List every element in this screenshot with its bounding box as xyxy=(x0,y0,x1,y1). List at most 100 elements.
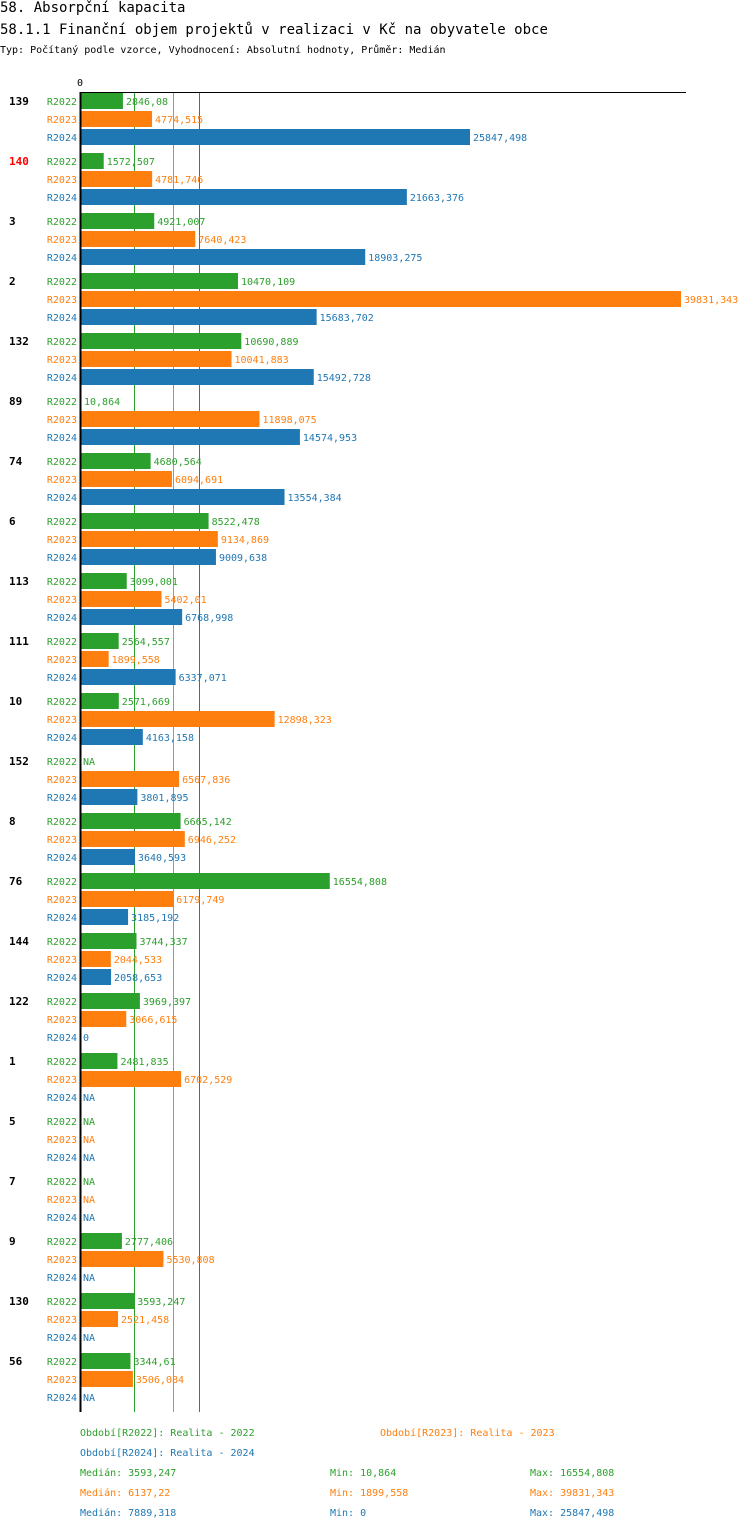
series-label: R2024 xyxy=(47,673,77,684)
bar-r2023 xyxy=(80,231,196,247)
category-label: 113 xyxy=(9,575,29,588)
data-label: 21663,376 xyxy=(410,193,464,204)
x-tick-label: 0 xyxy=(77,78,83,89)
series-label: R2024 xyxy=(47,613,77,624)
series-label: R2024 xyxy=(47,553,77,564)
data-label: NA xyxy=(83,1177,95,1188)
stat-max-r2024: Max: 25847,498 xyxy=(530,1508,615,1519)
series-label: R2023 xyxy=(47,1015,77,1026)
data-label: 11898,075 xyxy=(263,415,317,426)
series-label: R2024 xyxy=(47,133,77,144)
series-label: R2022 xyxy=(47,577,77,588)
data-label: 3593,247 xyxy=(137,1297,185,1308)
series-label: R2023 xyxy=(47,1075,77,1086)
data-label: 6768,998 xyxy=(185,613,233,624)
category-label: 9 xyxy=(9,1235,16,1248)
series-label: R2023 xyxy=(47,415,77,426)
bar-r2024 xyxy=(80,609,183,625)
stat-median-r2023: Medián: 6137,22 xyxy=(80,1488,171,1499)
bar-r2023 xyxy=(80,471,172,487)
data-label: 6567,836 xyxy=(182,775,230,786)
bar-r2023 xyxy=(80,531,218,547)
data-label: 5402,01 xyxy=(165,595,207,606)
bar-r2023 xyxy=(80,1311,119,1327)
data-label: 6665,142 xyxy=(184,817,232,828)
bar-r2024 xyxy=(80,309,317,325)
series-label: R2023 xyxy=(47,595,77,606)
bar-r2022 xyxy=(80,633,119,649)
bar-r2023 xyxy=(80,111,153,127)
data-label: NA xyxy=(83,1333,95,1344)
series-label: R2024 xyxy=(47,313,77,324)
series-label: R2022 xyxy=(47,1117,77,1128)
bar-r2024 xyxy=(80,729,143,745)
series-label: R2022 xyxy=(47,1057,77,1068)
series-label: R2024 xyxy=(47,853,77,864)
data-label: 16554,808 xyxy=(333,877,387,888)
data-label: 3801,895 xyxy=(140,793,188,804)
series-label: R2024 xyxy=(47,973,77,984)
data-label: 13554,384 xyxy=(288,493,342,504)
data-label: 1572,507 xyxy=(107,157,155,168)
category-label: 139 xyxy=(9,95,29,108)
bar-r2023 xyxy=(80,1371,133,1387)
bar-r2023 xyxy=(80,291,681,307)
category-label: 111 xyxy=(9,635,29,648)
data-label: 6702,529 xyxy=(184,1075,232,1086)
series-label: R2022 xyxy=(47,217,77,228)
series-label: R2023 xyxy=(47,655,77,666)
data-label: 2481,835 xyxy=(120,1057,168,1068)
data-label: 5530,808 xyxy=(166,1255,214,1266)
bar-r2022 xyxy=(80,453,151,469)
data-label: 3344,61 xyxy=(133,1357,175,1368)
category-label: 76 xyxy=(9,875,23,888)
data-label: NA xyxy=(83,1153,95,1164)
data-label: 3744,337 xyxy=(139,937,187,948)
data-label: 15683,702 xyxy=(320,313,374,324)
bar-r2024 xyxy=(80,849,135,865)
data-label: 2058,653 xyxy=(114,973,162,984)
series-label: R2022 xyxy=(47,1237,77,1248)
bar-r2024 xyxy=(80,669,176,685)
series-label: R2023 xyxy=(47,475,77,486)
legend-r2022: Období[R2022]: Realita - 2022 xyxy=(80,1428,255,1439)
series-label: R2023 xyxy=(47,535,77,546)
data-label: 10690,889 xyxy=(244,337,298,348)
series-label: R2023 xyxy=(47,295,77,306)
series-label: R2022 xyxy=(47,97,77,108)
legend-r2023: Období[R2023]: Realita - 2023 xyxy=(380,1428,555,1439)
data-label: NA xyxy=(83,1393,95,1404)
data-label: 12898,323 xyxy=(278,715,332,726)
chart-title: 58. Absorpční kapacita xyxy=(0,0,186,16)
series-label: R2022 xyxy=(47,997,77,1008)
legend-r2024: Období[R2024]: Realita - 2024 xyxy=(80,1448,255,1459)
category-label: 3 xyxy=(9,215,16,228)
series-label: R2023 xyxy=(47,955,77,966)
series-label: R2022 xyxy=(47,817,77,828)
bar-r2023 xyxy=(80,351,232,367)
category-label: 7 xyxy=(9,1175,16,1188)
category-label: 89 xyxy=(9,395,22,408)
bar-r2023 xyxy=(80,1251,164,1267)
series-label: R2024 xyxy=(47,433,77,444)
category-label: 132 xyxy=(9,335,29,348)
data-label: 6094,691 xyxy=(175,475,223,486)
stat-median-r2022: Medián: 3593,247 xyxy=(80,1468,177,1479)
series-label: R2024 xyxy=(47,793,77,804)
bar-r2022 xyxy=(80,1353,131,1369)
category-label: 10 xyxy=(9,695,22,708)
series-label: R2022 xyxy=(47,637,77,648)
data-label: 2044,533 xyxy=(114,955,162,966)
series-label: R2024 xyxy=(47,253,77,264)
stat-median-r2024: Medián: 7889,318 xyxy=(80,1508,177,1519)
category-label: 8 xyxy=(9,815,16,828)
bar-r2024 xyxy=(80,189,407,205)
series-label: R2023 xyxy=(47,895,77,906)
series-label: R2024 xyxy=(47,1093,77,1104)
series-label: R2024 xyxy=(47,1153,77,1164)
data-label: 10,864 xyxy=(84,397,120,408)
category-label: 1 xyxy=(9,1055,16,1068)
category-label: 122 xyxy=(9,995,29,1008)
bar-r2023 xyxy=(80,411,260,427)
